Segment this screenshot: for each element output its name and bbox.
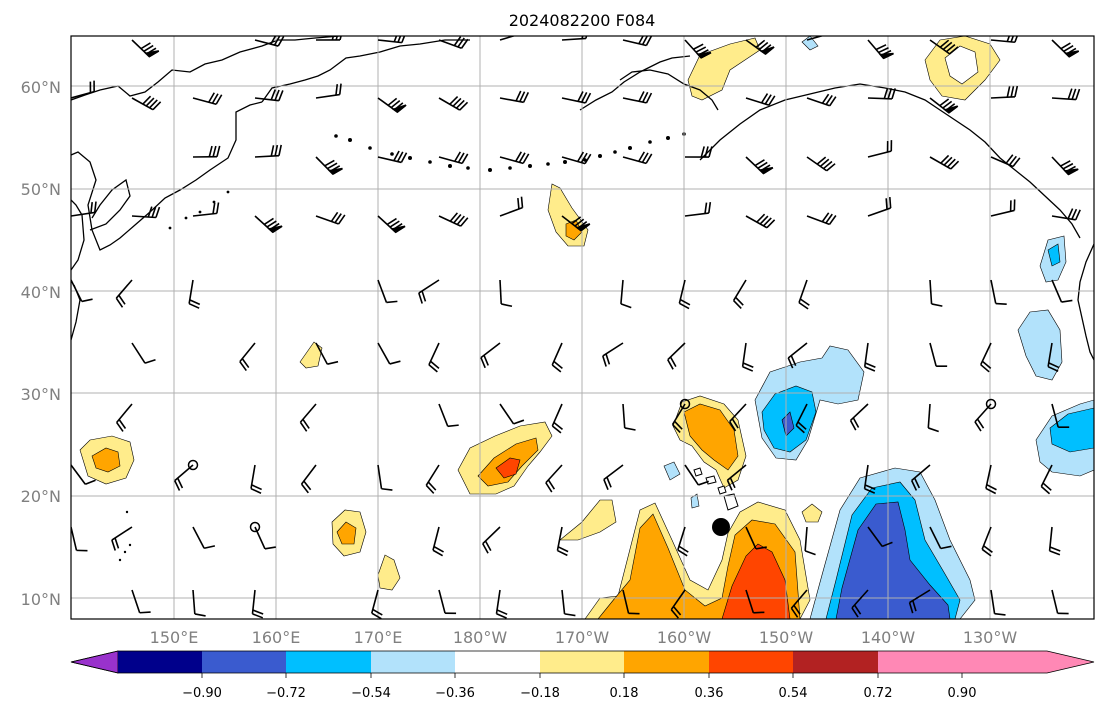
colorbar-tick-label: −0.90	[182, 686, 222, 701]
storm-position-marker	[712, 518, 730, 536]
lat-label: 30°N	[21, 385, 61, 404]
colorbar-extend-low	[71, 651, 118, 673]
longitude-labels: 150°E 160°E 170°E 180°W 170°W 160°W 150°…	[150, 628, 1018, 647]
map-area	[51, 22, 1094, 619]
lon-label: 170°E	[354, 628, 403, 647]
colorbar-extend-high	[962, 651, 1094, 673]
lon-label: 140°W	[861, 628, 916, 647]
colorbar-segment	[118, 651, 202, 673]
colorbar-segment	[202, 651, 286, 673]
colorbar-tick-label: −0.36	[435, 686, 475, 701]
colorbar-segment	[286, 651, 371, 673]
colorbar-tick-label: 0.54	[779, 686, 808, 701]
lon-label: 160°W	[657, 628, 712, 647]
colorbar-tick-label: 0.90	[948, 686, 977, 701]
lon-label: 170°W	[555, 628, 610, 647]
colorbar-segment	[709, 651, 793, 673]
lon-label: 180°W	[453, 628, 508, 647]
lat-label: 40°N	[21, 283, 61, 302]
lat-label: 60°N	[21, 78, 61, 97]
latitude-labels: 10°N 20°N 30°N 40°N 50°N 60°N	[21, 78, 61, 609]
colorbar-tick-labels: −0.90 −0.72 −0.54 −0.36 −0.18 0.18 0.36 …	[182, 686, 976, 701]
lat-label: 20°N	[21, 487, 61, 506]
map-title: 2024082200 F084	[509, 11, 656, 30]
lon-label: 160°E	[252, 628, 301, 647]
colorbar-segment	[371, 651, 455, 673]
lat-label: 50°N	[21, 180, 61, 199]
colorbar-tick-label: 0.18	[610, 686, 639, 701]
colorbar-segment	[455, 651, 540, 673]
colorbar-tick-label: −0.54	[351, 686, 391, 701]
colorbar	[71, 651, 1094, 678]
colorbar-tick-label: 0.36	[695, 686, 724, 701]
colorbar-tick-label: 0.72	[864, 686, 893, 701]
lat-label: 10°N	[21, 590, 61, 609]
colorbar-segment	[878, 651, 962, 673]
lon-label: 130°W	[963, 628, 1018, 647]
colorbar-segment	[624, 651, 709, 673]
lon-label: 150°W	[759, 628, 814, 647]
colorbar-segment	[540, 651, 624, 673]
colorbar-tick-label: −0.72	[266, 686, 306, 701]
wind-barb	[51, 404, 71, 427]
lon-label: 150°E	[150, 628, 199, 647]
colorbar-segment	[793, 651, 878, 673]
colorbar-tick-label: −0.18	[520, 686, 560, 701]
